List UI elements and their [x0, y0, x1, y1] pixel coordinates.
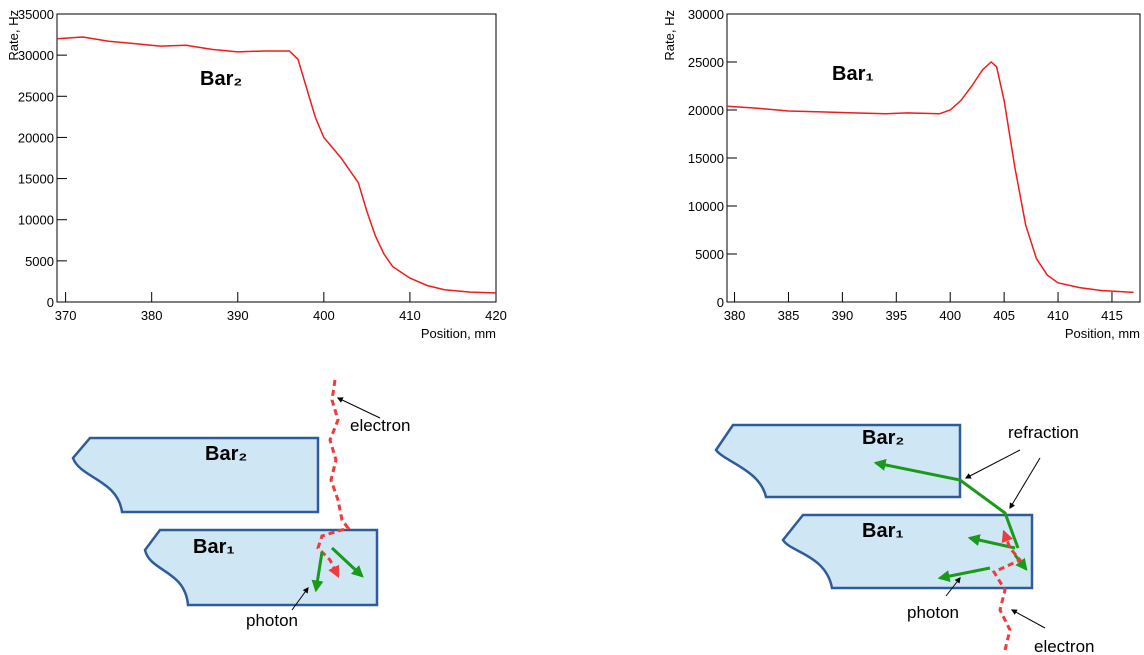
pointer [1009, 457, 1041, 510]
y-axis-title: Rate, Hz [662, 10, 677, 61]
bar-label: Bar₁ [193, 536, 235, 558]
electron-track [991, 529, 1023, 651]
x-tick-label: 415 [1101, 308, 1123, 323]
x-tick-label: 400 [313, 308, 335, 323]
bar-label: Bar₁ [862, 520, 904, 542]
y-tick-label: 30000 [688, 7, 724, 22]
annotation: Bar₁ [832, 63, 874, 85]
y-tick-label: 15000 [688, 151, 724, 166]
x-tick-label: 400 [939, 308, 961, 323]
y-tick-label: 20000 [688, 103, 724, 118]
electron-track [316, 379, 351, 579]
diagram-left: Bar₂ Bar₁ electron photon [71, 379, 410, 630]
photon [330, 546, 364, 578]
x-tick-label: 390 [832, 308, 854, 323]
photon [1013, 554, 1028, 571]
pointer [291, 587, 309, 611]
x-axis-title: Position, mm [1065, 326, 1140, 341]
x-axis-title: Position, mm [421, 326, 496, 341]
bar-label: Bar₂ [205, 443, 247, 465]
x-tick-label: 370 [55, 308, 77, 323]
y-tick-label: 25000 [688, 55, 724, 70]
x-tick-label: 410 [1047, 308, 1069, 323]
photon [937, 566, 991, 583]
label: refraction [1008, 423, 1079, 442]
plot-frame [56, 13, 497, 303]
y-tick-label: 20000 [18, 130, 54, 145]
label: electron [350, 416, 410, 435]
photon [967, 534, 1016, 550]
y-tick-label: 10000 [688, 199, 724, 214]
annotation: Bar₂ [200, 68, 242, 90]
y-tick-label: 35000 [18, 7, 54, 22]
bar-shape [71, 436, 320, 514]
y-tick-label: 15000 [18, 172, 54, 187]
pointer [1010, 609, 1046, 629]
diagram-right: Bar₂ Bar₁ refraction electron photon [714, 423, 1094, 655]
label: photon [907, 603, 959, 622]
pointer [964, 449, 1021, 479]
bar-label: Bar₂ [862, 427, 904, 449]
data-line [726, 60, 1134, 294]
y-tick-label: 10000 [18, 213, 54, 228]
y-tick-label: 0 [47, 295, 54, 310]
x-tick-label: 410 [399, 308, 421, 323]
x-tick-label: 380 [141, 308, 163, 323]
photon [311, 551, 324, 593]
x-tick-label: 380 [724, 308, 746, 323]
y-tick-label: 25000 [18, 89, 54, 104]
plot-frame [726, 13, 1141, 303]
pointer [945, 577, 961, 597]
y-tick-label: 5000 [25, 254, 54, 269]
y-axis-title: Rate, Hz [6, 10, 21, 61]
x-tick-label: 405 [993, 308, 1015, 323]
pointer [336, 397, 381, 419]
bar-shape [714, 423, 962, 499]
x-tick-label: 420 [485, 308, 507, 323]
label: photon [246, 611, 298, 630]
y-tick-label: 0 [717, 295, 724, 310]
bar-shape [143, 528, 379, 607]
x-tick-label: 385 [778, 308, 800, 323]
y-tick-label: 5000 [695, 247, 724, 262]
bar-shape [781, 513, 1034, 590]
y-tick-label: 30000 [18, 48, 54, 63]
x-tick-label: 395 [885, 308, 907, 323]
x-tick-label: 390 [227, 308, 249, 323]
data-line [56, 36, 497, 294]
label: electron [1034, 637, 1094, 655]
